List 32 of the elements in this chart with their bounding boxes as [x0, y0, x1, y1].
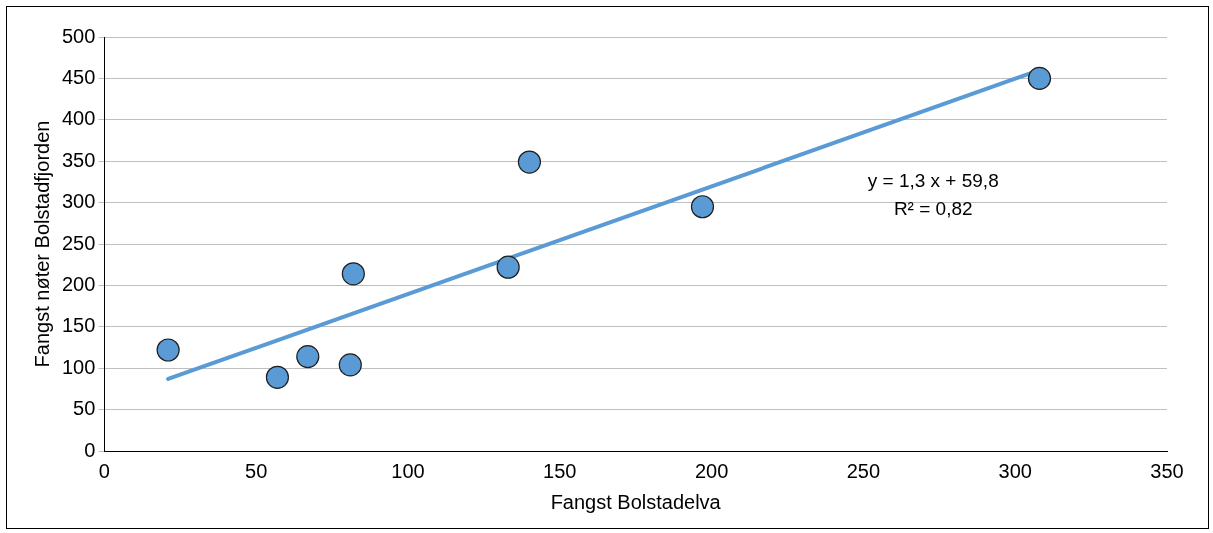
x-tick-label: 100: [391, 459, 425, 482]
x-tick-label: 0: [98, 459, 110, 482]
point: [338, 353, 362, 377]
point: [296, 345, 320, 369]
x-tick-label: 150: [543, 459, 577, 482]
x-tick-label: 350: [1150, 459, 1184, 482]
y-tick-label: 350: [61, 148, 96, 171]
annotation: y = 1,3 x + 59,8: [867, 170, 999, 192]
y-tick-label: 100: [61, 355, 96, 378]
y-tick-label: 400: [61, 107, 96, 130]
point: [496, 255, 520, 279]
point: [265, 365, 290, 389]
y-tick-label: 450: [61, 65, 96, 88]
y-tick-label: 250: [61, 231, 96, 254]
x-tick-label: 50: [245, 459, 268, 482]
x-axis-title: Fangst Bolstadelva: [550, 490, 722, 513]
annotation: R² = 0,82: [893, 198, 973, 220]
x-tick-label: 200: [694, 459, 729, 482]
y-tick-label: 300: [61, 190, 96, 213]
y-tick-label: 200: [61, 272, 96, 295]
y-tick-label: 0: [84, 438, 96, 461]
point: [1027, 66, 1052, 90]
point: [341, 262, 365, 286]
point: [156, 338, 180, 362]
y-tick-label: 500: [61, 24, 96, 47]
y-tick-label: 150: [61, 314, 96, 337]
y-tick-label: 50: [73, 397, 96, 420]
x-tick-label: 300: [998, 459, 1032, 482]
y-axis-title: Fangst nøter Bolstadfjorden: [30, 120, 53, 368]
point: [517, 150, 542, 174]
x-tick-label: 250: [846, 459, 881, 482]
point: [690, 195, 715, 219]
